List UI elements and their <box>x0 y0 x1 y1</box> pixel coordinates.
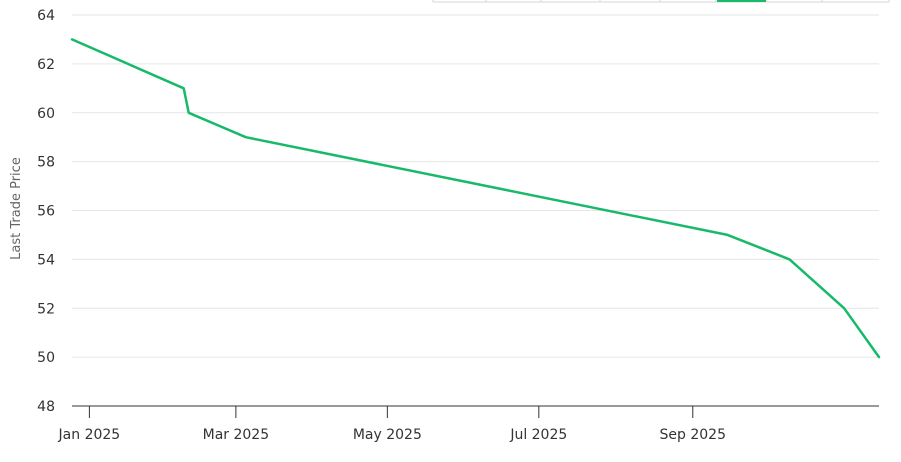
x-tick-label: May 2025 <box>353 427 422 443</box>
x-tick-labels: Jan 2025 Mar 2025 May 2025 Jul 2025 Sep 2025 <box>58 406 726 443</box>
y-tick-label: 62 <box>37 57 55 73</box>
x-tick-label: Jul 2025 <box>509 427 567 443</box>
range-selector-strip[interactable] <box>432 0 890 3</box>
y-axis-title: Last Trade Price <box>9 157 24 260</box>
y-tick-label: 60 <box>37 106 55 122</box>
price-series-line <box>70 38 881 359</box>
y-tick-label: 48 <box>37 399 55 415</box>
y-tick-label: 52 <box>37 301 55 317</box>
y-tick-labels: 48 50 52 54 56 58 60 62 64 <box>37 8 55 415</box>
y-tick-label: 54 <box>37 252 55 268</box>
x-tick-label: Jan 2025 <box>58 427 121 443</box>
y-tick-label: 58 <box>37 155 55 171</box>
x-tick-label: Mar 2025 <box>203 427 270 443</box>
y-tick-label: 50 <box>37 350 55 366</box>
y-gridlines <box>72 14 879 358</box>
y-tick-label: 56 <box>37 204 55 220</box>
series-layer <box>70 38 881 359</box>
x-tick-label: Sep 2025 <box>660 427 726 443</box>
y-tick-label: 64 <box>37 8 55 24</box>
range-button-active-indicator[interactable] <box>717 0 766 2</box>
